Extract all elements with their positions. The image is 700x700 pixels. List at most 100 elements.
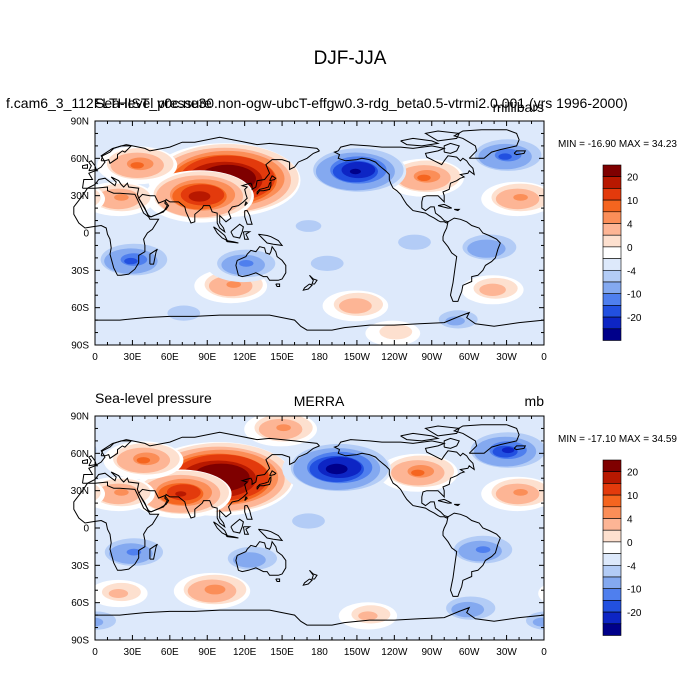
coastline-segment xyxy=(454,208,461,212)
lat-tick-label: 30N xyxy=(71,486,89,497)
colorbar-swatch xyxy=(602,623,622,636)
contour-band xyxy=(643,269,700,303)
coastline-segment xyxy=(100,145,133,165)
coastline-segment xyxy=(230,223,244,239)
panel-model-title: f.cam6_3_112FLTHIST_v0c.ne30.non-ogw-ubc… xyxy=(6,95,628,111)
slp-anomaly-1 xyxy=(145,170,660,223)
colorbar-swatch xyxy=(602,471,622,484)
coastline-segment xyxy=(230,518,244,534)
map-field xyxy=(2,416,700,640)
contour-band xyxy=(204,584,226,595)
coastline-segment xyxy=(73,186,160,276)
slp-anomaly-17 xyxy=(279,215,332,240)
coastline-segment xyxy=(82,163,88,169)
coastline-segment xyxy=(400,432,440,442)
contour-band xyxy=(188,191,211,202)
slp-anomaly-8 xyxy=(95,579,577,608)
contour-band xyxy=(629,461,700,498)
coastline-segment xyxy=(443,142,460,154)
coastline-segment xyxy=(309,274,318,285)
contour-band xyxy=(114,194,129,201)
coastline-segment xyxy=(244,201,248,206)
contour-band xyxy=(558,589,577,598)
slp-anomaly-16 xyxy=(296,252,352,278)
coastline-segment xyxy=(242,231,252,240)
contour-band xyxy=(637,580,686,603)
colorbar-swatch xyxy=(602,518,622,531)
colorbar-swatch xyxy=(602,483,622,496)
contour-band xyxy=(675,281,690,288)
coastline-segment xyxy=(138,488,170,513)
slp-anomaly-5 xyxy=(377,453,458,492)
panel-obs-variable: Sea-level pressure xyxy=(95,390,212,406)
lon-tick-label: 60E xyxy=(161,352,179,363)
colorbar-swatch xyxy=(602,211,622,224)
contour-band xyxy=(636,162,700,199)
coastline-segment xyxy=(437,498,452,504)
contour-band xyxy=(654,585,675,595)
lon-tick-label: 120E xyxy=(233,352,257,363)
contour-band xyxy=(541,486,544,499)
contour-band xyxy=(638,191,660,201)
coastlines xyxy=(73,424,545,626)
slp-anomaly-7 xyxy=(173,572,686,610)
colorbar-label: 20 xyxy=(627,468,639,479)
colorbar-swatch xyxy=(602,328,622,341)
contour-band xyxy=(467,239,506,258)
colorbar-swatch xyxy=(602,281,622,294)
figure-title: DJF-JJA xyxy=(313,48,387,69)
colorbar-swatch xyxy=(602,258,622,271)
slp-anomaly-9 xyxy=(13,275,524,305)
contour-band xyxy=(417,174,431,181)
contour-band xyxy=(558,543,602,564)
contour-band xyxy=(30,284,57,296)
colorbar: 20 10 4 0 -4 -10 -20 xyxy=(602,164,642,341)
contour-band xyxy=(570,253,597,266)
coastline-segment xyxy=(88,455,97,467)
colorbar-swatch xyxy=(602,588,622,601)
contour-band xyxy=(14,235,68,260)
contour-band xyxy=(648,165,700,193)
contour-band xyxy=(475,546,491,553)
coastline-segment xyxy=(269,470,277,477)
contour-band xyxy=(9,541,53,562)
contour-band xyxy=(310,255,344,271)
colorbar-swatch xyxy=(602,293,622,306)
lat-tick-label: 30N xyxy=(71,191,89,202)
lon-tick-label: 30W xyxy=(496,352,517,363)
coastline-segment xyxy=(513,445,527,451)
lon-tick-label: 120E xyxy=(233,647,257,658)
coastline-segment xyxy=(256,475,272,490)
lat-tick-label: 90S xyxy=(71,636,89,647)
contour-band xyxy=(295,220,322,232)
lon-tick-label: 120W xyxy=(381,647,408,658)
colorbar-label: 4 xyxy=(627,515,633,526)
contour-band xyxy=(2,602,35,617)
contour-band xyxy=(553,248,606,273)
contour-band xyxy=(576,158,603,171)
colorbar-swatch xyxy=(602,305,622,318)
contour-band xyxy=(513,194,528,201)
coastline-segment xyxy=(244,496,248,501)
colorbar-label: 0 xyxy=(627,538,633,549)
slp-anomaly-12 xyxy=(95,242,606,281)
contour-band xyxy=(411,469,425,476)
contour-band xyxy=(576,549,591,556)
coastline-segment xyxy=(225,240,239,244)
contour-band xyxy=(44,446,69,458)
colorbar-label: 4 xyxy=(627,220,633,231)
lat-tick-label: 60N xyxy=(71,154,89,165)
contour-band xyxy=(13,275,75,304)
coastline-segment xyxy=(333,144,475,224)
colorbar-label: -4 xyxy=(627,266,636,277)
colorbar-label: -20 xyxy=(627,313,642,324)
coastline-segment xyxy=(82,150,320,234)
coastline-segment xyxy=(275,578,281,582)
contour-band xyxy=(642,464,699,492)
lon-tick-label: 150E xyxy=(270,647,294,658)
coastline-segment xyxy=(88,160,97,172)
lon-tick-label: 120W xyxy=(381,352,408,363)
